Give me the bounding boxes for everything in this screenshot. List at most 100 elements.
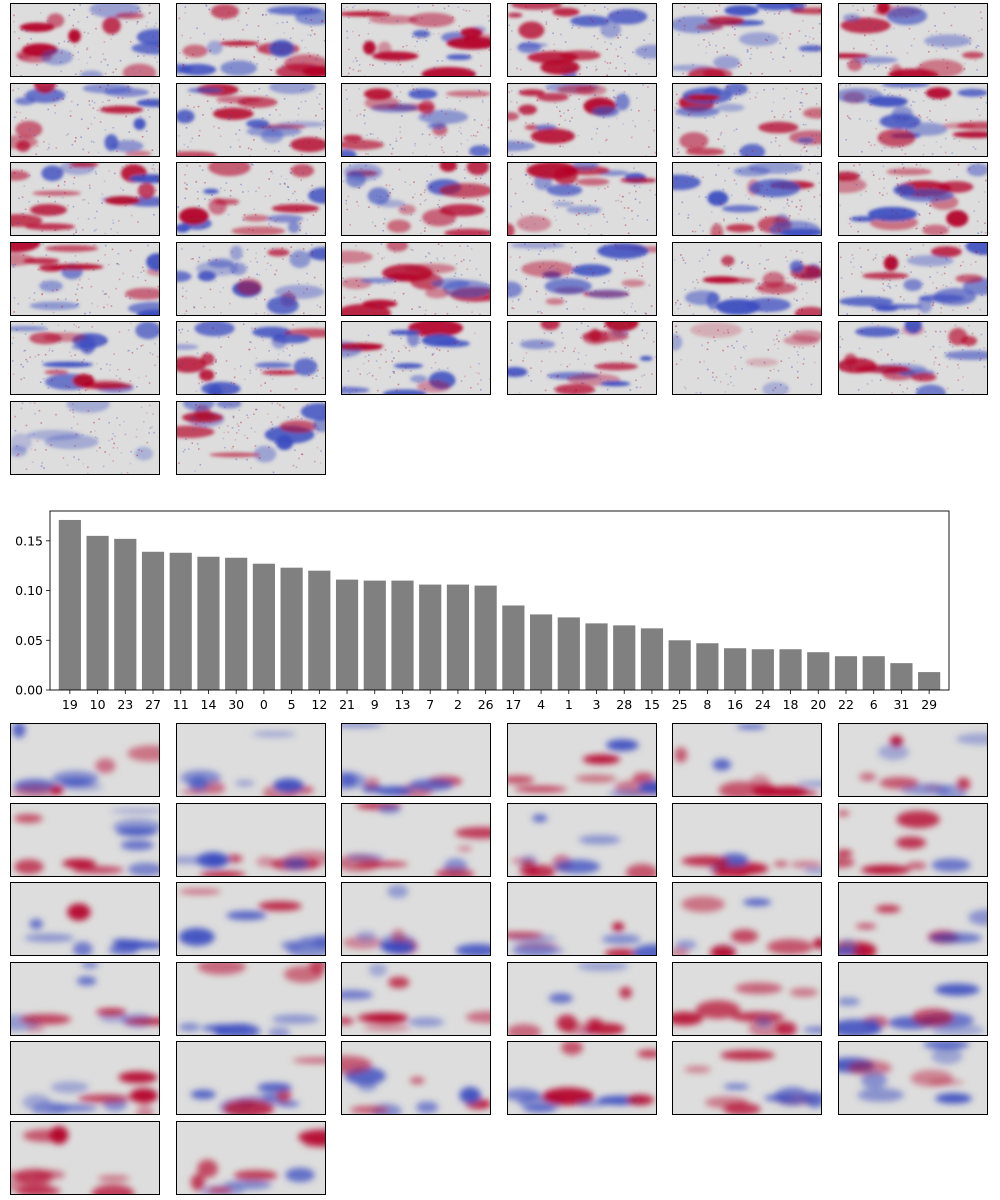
smooth-map-5 [838, 723, 988, 797]
smooth-map-2 [341, 723, 492, 797]
smooth-map-27 [506, 1041, 657, 1116]
x-tick-label: 20 [810, 697, 826, 712]
y-tick-label: 0.15 [15, 533, 43, 548]
x-tick-label: 1 [565, 697, 573, 712]
bar-2 [446, 584, 470, 690]
x-tick-label: 7 [426, 697, 434, 712]
x-tick-label: 0 [260, 697, 268, 712]
smooth-map-15 [506, 882, 657, 957]
bar-17 [502, 605, 525, 690]
smooth-map-22 [672, 961, 823, 1036]
bar-12 [308, 570, 331, 690]
noisy-map-5 [838, 3, 988, 77]
bar-6 [862, 656, 885, 690]
noisy-map-11 [838, 82, 988, 157]
smooth-map-31 [175, 1121, 326, 1195]
noisy-map-19 [175, 241, 326, 316]
noisy-map-31 [175, 401, 326, 475]
noisy-map-22 [672, 241, 823, 316]
noisy-map-9 [506, 82, 657, 157]
bar-31 [890, 663, 913, 690]
smooth-map-10 [672, 802, 823, 877]
smooth-map-28 [672, 1041, 823, 1116]
bar-10 [86, 535, 109, 690]
noisy-map-16 [672, 162, 823, 237]
x-tick-label: 4 [537, 697, 545, 712]
smooth-map-17 [838, 882, 988, 957]
bar-30 [225, 557, 248, 690]
noisy-map-28 [672, 321, 823, 396]
noisy-map-0 [10, 3, 160, 77]
noisy-map-13 [175, 162, 326, 237]
x-tick-label: 22 [838, 697, 854, 712]
y-tick-label: 0.05 [15, 633, 43, 648]
smooth-map-4 [672, 723, 823, 797]
smooth-map-24 [10, 1041, 160, 1116]
bar-11 [169, 552, 192, 690]
smooth-map-23 [838, 961, 988, 1036]
noisy-map-12 [10, 162, 160, 237]
smooth-map-25 [175, 1041, 326, 1116]
smooth-map-21 [506, 961, 657, 1036]
bar-13 [391, 580, 414, 690]
noisy-map-27 [506, 321, 657, 396]
smooth-map-8 [341, 802, 492, 877]
bar-20 [807, 652, 830, 690]
noisy-map-21 [506, 241, 657, 316]
smooth-maps-grid [0, 720, 1000, 1200]
smooth-map-20 [341, 961, 492, 1036]
noisy-map-23 [838, 241, 988, 316]
noisy-map-20 [341, 241, 492, 316]
noisy-map-2 [341, 3, 492, 77]
bar-5 [280, 567, 303, 690]
x-tick-label: 2 [454, 697, 462, 712]
x-tick-label: 24 [755, 697, 771, 712]
smooth-map-0 [10, 723, 160, 797]
x-tick-label: 23 [117, 697, 133, 712]
x-tick-label: 21 [339, 697, 355, 712]
smooth-map-18 [10, 961, 160, 1036]
noisy-map-18 [10, 241, 160, 316]
bar-22 [834, 656, 858, 690]
x-tick-label: 28 [616, 697, 632, 712]
x-tick-label: 3 [593, 697, 601, 712]
bar-0 [252, 563, 275, 690]
noisy-map-1 [175, 3, 326, 77]
bar-16 [724, 648, 747, 690]
smooth-map-19 [175, 961, 326, 1036]
noisy-maps-grid [0, 0, 1000, 480]
noisy-map-3 [506, 3, 657, 77]
bar-7 [419, 584, 442, 690]
x-tick-label: 14 [201, 697, 217, 712]
smooth-map-7 [175, 802, 326, 877]
bar-15 [640, 628, 664, 690]
noisy-map-4 [672, 3, 823, 77]
smooth-map-1 [175, 723, 326, 797]
smooth-map-26 [341, 1041, 492, 1116]
bar-1 [557, 617, 580, 690]
bar-23 [114, 538, 137, 690]
bar-25 [668, 640, 691, 690]
noisy-map-6 [10, 82, 160, 157]
x-tick-label: 8 [703, 697, 711, 712]
x-tick-label: 12 [311, 697, 327, 712]
x-tick-label: 11 [173, 697, 189, 712]
bar-21 [335, 579, 359, 690]
smooth-map-14 [341, 882, 492, 957]
smooth-map-3 [506, 723, 657, 797]
noisy-map-8 [341, 82, 492, 157]
noisy-map-7 [175, 82, 326, 157]
bar-24 [751, 649, 774, 690]
bar-8 [696, 643, 719, 690]
y-tick-label: 0.10 [15, 583, 43, 598]
x-tick-label: 5 [288, 697, 296, 712]
bar-4 [529, 614, 553, 690]
x-tick-label: 19 [62, 697, 78, 712]
bar-19 [58, 519, 81, 690]
smooth-map-12 [10, 882, 160, 957]
bar-27 [141, 551, 165, 690]
x-tick-label: 26 [478, 697, 494, 712]
bar-26 [474, 585, 497, 690]
smooth-map-11 [838, 802, 988, 877]
plot-frame [49, 510, 950, 691]
